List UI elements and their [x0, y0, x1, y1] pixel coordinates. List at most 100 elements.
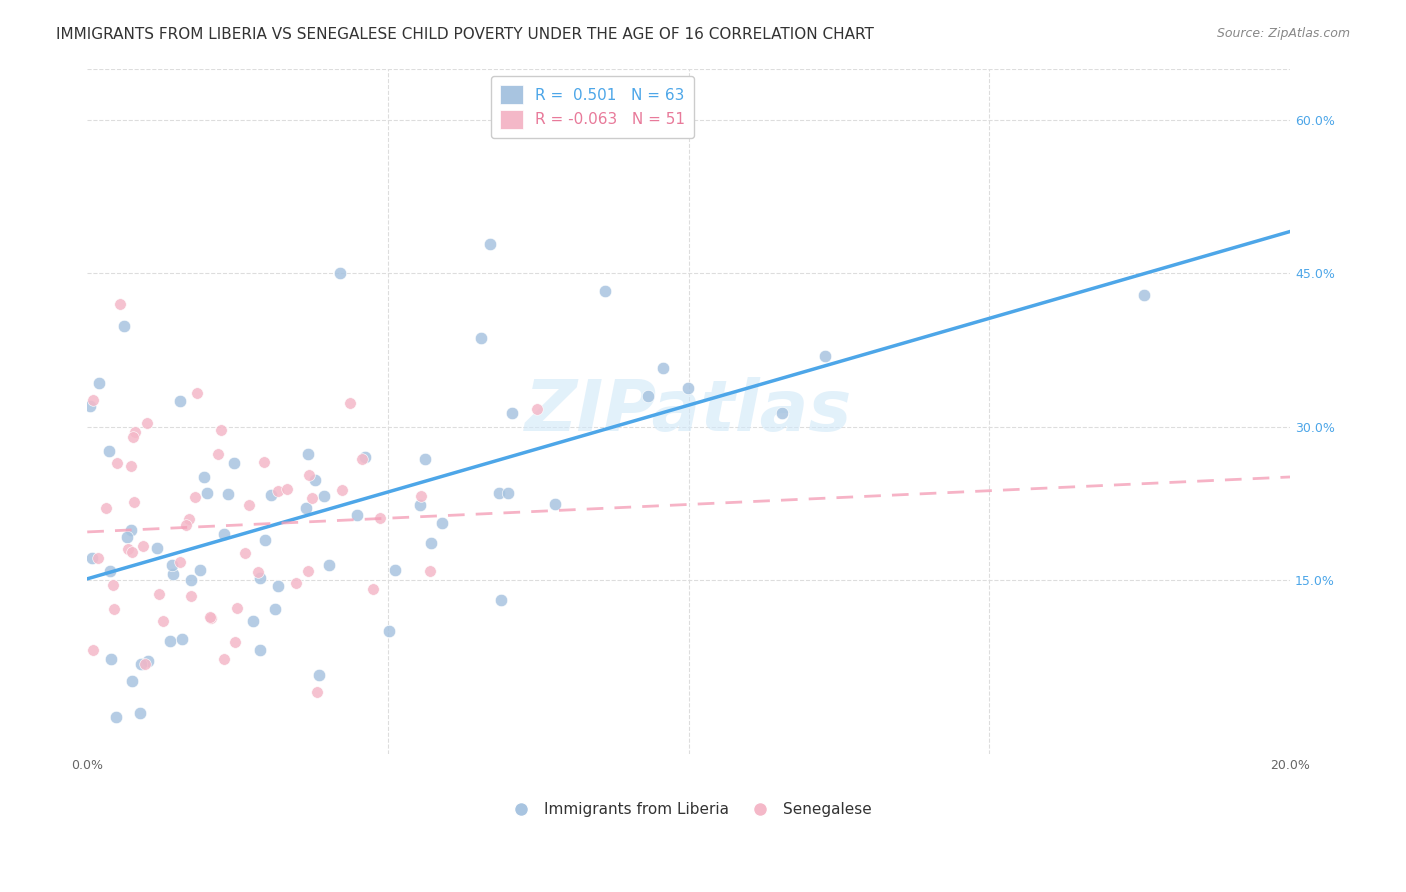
- Point: [489, 592, 512, 607]
- Point: [651, 361, 673, 376]
- Point: [124, 425, 146, 440]
- Text: ZIPatlas: ZIPatlas: [524, 377, 852, 446]
- Point: [120, 523, 142, 537]
- Point: [339, 396, 361, 410]
- Point: [352, 452, 374, 467]
- Point: [222, 456, 245, 470]
- Legend: Immigrants from Liberia, Senegalese: Immigrants from Liberia, Senegalese: [499, 797, 877, 823]
- Point: [94, 500, 117, 515]
- Point: [120, 458, 142, 473]
- Point: [105, 456, 128, 470]
- Point: [479, 237, 502, 252]
- Point: [242, 614, 264, 628]
- Point: [108, 297, 131, 311]
- Point: [112, 318, 135, 333]
- Text: Source: ZipAtlas.com: Source: ZipAtlas.com: [1216, 27, 1350, 40]
- Point: [132, 540, 155, 554]
- Point: [770, 406, 793, 420]
- Point: [179, 511, 201, 525]
- Point: [180, 590, 202, 604]
- Point: [298, 468, 321, 483]
- Point: [247, 565, 270, 579]
- Point: [152, 614, 174, 628]
- Point: [217, 487, 239, 501]
- Point: [193, 469, 215, 483]
- Point: [209, 423, 232, 437]
- Point: [82, 550, 104, 565]
- Point: [501, 405, 523, 419]
- Point: [180, 574, 202, 588]
- Point: [200, 611, 222, 625]
- Point: [295, 501, 318, 516]
- Point: [264, 602, 287, 616]
- Point: [174, 518, 197, 533]
- Point: [260, 488, 283, 502]
- Point: [330, 483, 353, 497]
- Point: [224, 634, 246, 648]
- Point: [496, 485, 519, 500]
- Point: [79, 400, 101, 414]
- Point: [169, 555, 191, 569]
- Point: [253, 455, 276, 469]
- Point: [117, 542, 139, 557]
- Point: [253, 533, 276, 547]
- Point: [267, 484, 290, 499]
- Point: [169, 394, 191, 409]
- Point: [122, 430, 145, 444]
- Point: [301, 491, 323, 506]
- Point: [814, 349, 837, 363]
- Point: [595, 284, 617, 298]
- Point: [170, 632, 193, 647]
- Point: [186, 386, 208, 401]
- Point: [121, 545, 143, 559]
- Point: [207, 447, 229, 461]
- Point: [138, 654, 160, 668]
- Point: [214, 652, 236, 666]
- Point: [198, 609, 221, 624]
- Point: [544, 497, 567, 511]
- Point: [105, 710, 128, 724]
- Point: [297, 447, 319, 461]
- Point: [160, 558, 183, 572]
- Point: [98, 564, 121, 578]
- Point: [312, 489, 335, 503]
- Point: [87, 376, 110, 390]
- Point: [408, 498, 430, 512]
- Point: [676, 381, 699, 395]
- Point: [226, 600, 249, 615]
- Point: [1133, 288, 1156, 302]
- Point: [82, 642, 104, 657]
- Point: [183, 490, 205, 504]
- Point: [238, 498, 260, 512]
- Point: [162, 566, 184, 581]
- Point: [159, 633, 181, 648]
- Point: [212, 526, 235, 541]
- Text: IMMIGRANTS FROM LIBERIA VS SENEGALESE CHILD POVERTY UNDER THE AGE OF 16 CORRELAT: IMMIGRANTS FROM LIBERIA VS SENEGALESE CH…: [56, 27, 875, 42]
- Point: [285, 575, 308, 590]
- Point: [100, 651, 122, 665]
- Point: [129, 657, 152, 671]
- Point: [146, 541, 169, 555]
- Point: [115, 530, 138, 544]
- Point: [354, 450, 377, 464]
- Point: [129, 706, 152, 721]
- Point: [121, 674, 143, 689]
- Point: [526, 402, 548, 417]
- Point: [384, 563, 406, 577]
- Point: [188, 563, 211, 577]
- Point: [420, 536, 443, 550]
- Point: [411, 489, 433, 503]
- Point: [470, 331, 492, 345]
- Point: [103, 602, 125, 616]
- Point: [637, 389, 659, 403]
- Point: [276, 482, 298, 496]
- Point: [308, 668, 330, 682]
- Point: [195, 486, 218, 500]
- Point: [148, 587, 170, 601]
- Point: [430, 516, 453, 530]
- Point: [329, 266, 352, 280]
- Point: [368, 511, 391, 525]
- Point: [305, 685, 328, 699]
- Point: [378, 624, 401, 638]
- Point: [361, 582, 384, 597]
